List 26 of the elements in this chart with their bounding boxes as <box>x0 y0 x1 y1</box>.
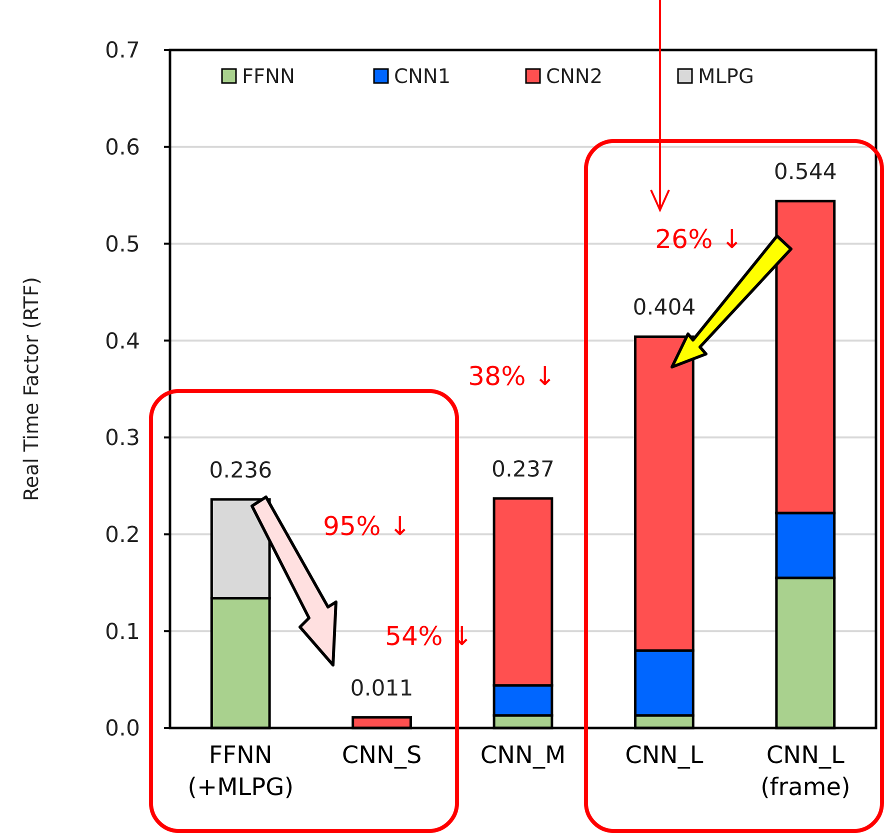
x-tick-label: CNN_M <box>480 741 566 769</box>
y-tick-label: 0.2 <box>105 522 140 548</box>
annotation: 95% ↓ <box>323 512 411 542</box>
x-tick-label: CNN_L <box>625 741 704 769</box>
y-tick-label: 0.7 <box>105 38 140 64</box>
legend-label: CNN2 <box>546 64 603 88</box>
y-tick-label: 0.4 <box>105 329 140 354</box>
total-label: 0.237 <box>492 457 554 482</box>
y-axis-title: Real Time Factor (RTF) <box>19 276 43 502</box>
total-label: 0.404 <box>632 296 696 321</box>
y-tick-label: 0.6 <box>105 136 140 161</box>
total-label: 0.236 <box>209 458 272 484</box>
y-tick-label: 0.0 <box>105 716 140 742</box>
legend-label: CNN1 <box>394 64 451 88</box>
x-tick-label: CNN_S <box>342 741 422 769</box>
annotation: 38% ↓ <box>468 362 556 392</box>
y-tick-label: 0.3 <box>105 426 140 452</box>
y-tick-label: 0.1 <box>105 620 140 645</box>
y-tick-label: 0.5 <box>105 232 140 258</box>
total-label: 0.011 <box>350 676 414 702</box>
legend-label: MLPG <box>698 64 754 88</box>
legend-label: FFNN <box>242 64 295 88</box>
x-tick-label: CNN_L (frame) <box>760 741 850 801</box>
total-label: 0.544 <box>774 160 837 186</box>
annotation: 26% ↓ <box>655 225 743 255</box>
x-tick-label: FFNN (+MLPG) <box>188 741 294 801</box>
